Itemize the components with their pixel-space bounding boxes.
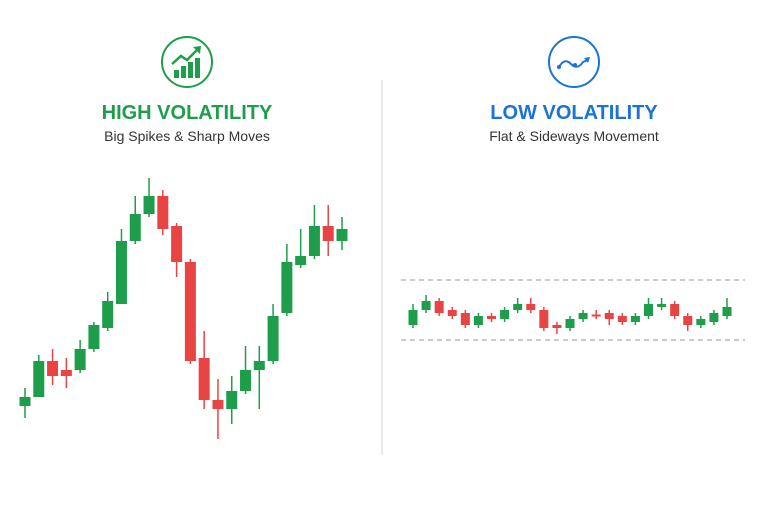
chart-subtitle: Big Spikes & Sharp Moves [104, 128, 270, 144]
candle-body [473, 316, 483, 325]
candle-body [240, 370, 252, 391]
candle-body [617, 316, 627, 322]
candle-body [253, 361, 265, 370]
chart-subtitle: Flat & Sideways Movement [489, 128, 659, 144]
candle-body [604, 313, 614, 319]
candle-body [526, 304, 536, 310]
candle-body [171, 226, 183, 262]
candle-body [434, 301, 444, 313]
candle-body [657, 304, 667, 307]
high-volatility-icon [161, 36, 213, 88]
candle-body [421, 301, 431, 310]
candle-body [408, 310, 418, 325]
candle-body [143, 196, 155, 214]
candle-body [513, 304, 523, 310]
candle-body [683, 316, 693, 325]
candle-body [565, 319, 575, 328]
candle-body [460, 313, 470, 325]
candle-body [129, 214, 141, 241]
candle-body [644, 304, 653, 316]
candle-body [115, 241, 127, 304]
candle-body [487, 316, 496, 319]
candle-body [157, 196, 169, 229]
candle-body [47, 361, 59, 376]
candle-body [212, 400, 224, 409]
candle-body [630, 316, 640, 322]
candle-body [696, 319, 706, 325]
candle-body [539, 310, 549, 328]
candle-body [295, 256, 307, 265]
candle-body [552, 325, 562, 328]
candle-body [578, 313, 588, 319]
candle-body [447, 310, 457, 316]
chart-title: HIGH VOLATILITY [102, 102, 273, 124]
candle-body [500, 310, 510, 319]
candle-body [88, 325, 100, 349]
candle-body [591, 314, 601, 317]
candle-body [336, 229, 348, 241]
candle-body [198, 358, 210, 400]
candle-body [33, 361, 45, 397]
candle-body [184, 262, 196, 361]
candle-body [226, 391, 238, 409]
chart-title: LOW VOLATILITY [490, 102, 658, 124]
candle-body [102, 301, 114, 328]
candle-body [60, 370, 72, 376]
candle-body [74, 349, 86, 370]
candle-body [281, 262, 293, 313]
low-volatility-icon [548, 36, 600, 88]
candle-body [670, 304, 680, 316]
candle-body [267, 316, 279, 361]
candle-body [308, 226, 320, 256]
candle-body [19, 397, 31, 406]
candle-body [322, 226, 334, 241]
candle-body [722, 307, 732, 316]
candle-body [709, 313, 719, 322]
